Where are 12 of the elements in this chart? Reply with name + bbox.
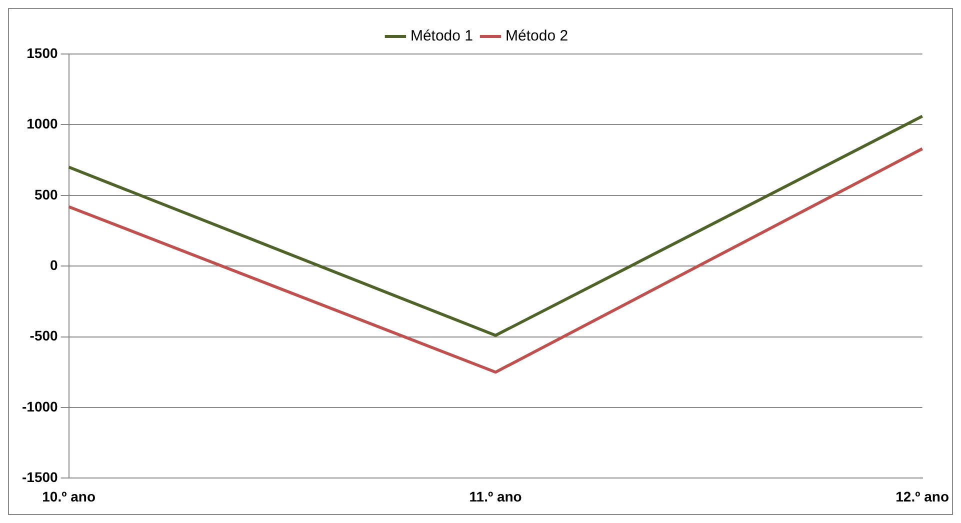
x-tick-label: 12.º ano xyxy=(896,488,949,504)
x-tick-label: 11.º ano xyxy=(469,488,522,504)
y-tick-label: -1500 xyxy=(22,469,58,486)
legend-label: Método 2 xyxy=(506,28,568,45)
y-tick-label: -500 xyxy=(30,328,58,344)
y-tick-label: 1500 xyxy=(26,44,58,61)
y-tick-label: 0 xyxy=(50,256,58,273)
x-tick-label: 10.º ano xyxy=(42,488,96,504)
y-tick-label: 1000 xyxy=(26,116,58,132)
y-tick-label: -1000 xyxy=(22,398,58,414)
y-tick-label: 500 xyxy=(34,186,58,202)
legend-label: Método 1 xyxy=(410,28,474,45)
